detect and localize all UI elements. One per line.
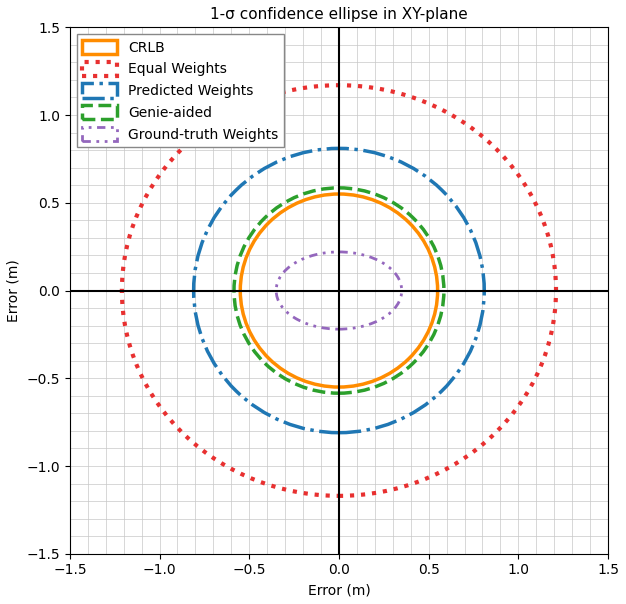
Legend: CRLB, Equal Weights, Predicted Weights, Genie-aided, Ground-truth Weights: CRLB, Equal Weights, Predicted Weights, … [77, 34, 284, 147]
Y-axis label: Error (m): Error (m) [7, 259, 21, 322]
Title: 1-σ confidence ellipse in XY-plane: 1-σ confidence ellipse in XY-plane [210, 7, 468, 22]
X-axis label: Error (m): Error (m) [307, 583, 371, 597]
